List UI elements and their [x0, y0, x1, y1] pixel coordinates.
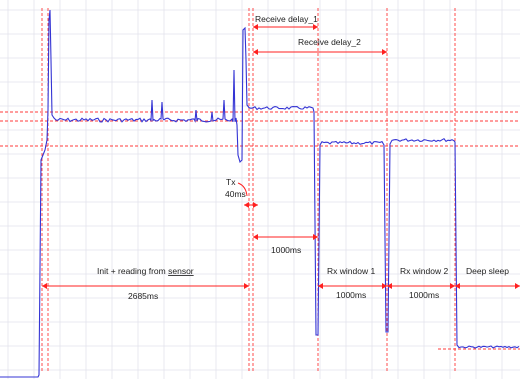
wait-arrow	[253, 234, 318, 240]
rx-window-2-duration-label: 1000ms	[409, 290, 439, 300]
annotation-labels: Receive delay_1 Receive delay_2 Tx 40ms …	[97, 14, 509, 301]
receive-delay-2-arrow	[253, 49, 387, 55]
deep-sleep-arrow	[455, 283, 520, 289]
wait-duration-label: 1000ms	[271, 245, 301, 255]
receive-delay-2-arrow-head-left	[253, 49, 258, 55]
level-guides	[0, 111, 520, 350]
rx-window-1-arrow-head-right	[382, 283, 387, 289]
tx-callout	[237, 182, 248, 197]
receive-delay-2-arrow-head-right	[382, 49, 387, 55]
rx-window-2-arrow	[387, 283, 455, 289]
tx-duration-label: 40ms	[225, 189, 246, 199]
rx-window-1-duration-label: 1000ms	[336, 290, 366, 300]
receive-delay-1-arrow	[253, 24, 318, 30]
rx-window-2-arrow-head-right	[450, 283, 455, 289]
phase-boundaries	[41, 8, 456, 372]
init-arrow-head-left	[42, 283, 47, 289]
rx-window-2-label: Rx window 2	[400, 266, 448, 276]
receive-delay-1-arrow-head-right	[313, 24, 318, 30]
wait-arrow-head-right	[313, 234, 318, 240]
receive-delay-1-label: Receive delay_1	[255, 14, 318, 24]
rx-window-1-arrow	[318, 283, 387, 289]
deep-sleep-arrow-head-left	[455, 283, 460, 289]
init-arrow-head-right	[244, 283, 249, 289]
init-phase-label: Init + reading from sensor	[97, 266, 194, 276]
rx-window-1-label: Rx window 1	[327, 266, 375, 276]
rx-window-2-arrow-head-left	[387, 283, 392, 289]
tx-label: Tx	[226, 177, 236, 187]
deep-sleep-label: Deep sleep	[466, 266, 509, 276]
deep-sleep-arrow-head-right	[515, 283, 520, 289]
init-duration-label: 2685ms	[128, 291, 158, 301]
wait-arrow-head-left	[253, 234, 258, 240]
rx-window-1-arrow-head-left	[318, 283, 323, 289]
current-trace-line	[0, 9, 520, 378]
init-arrow	[42, 283, 249, 289]
receive-delay-2-label: Receive delay_2	[298, 37, 361, 47]
receive-delay-1-arrow-head-left	[253, 24, 258, 30]
duration-arrows	[42, 24, 520, 289]
